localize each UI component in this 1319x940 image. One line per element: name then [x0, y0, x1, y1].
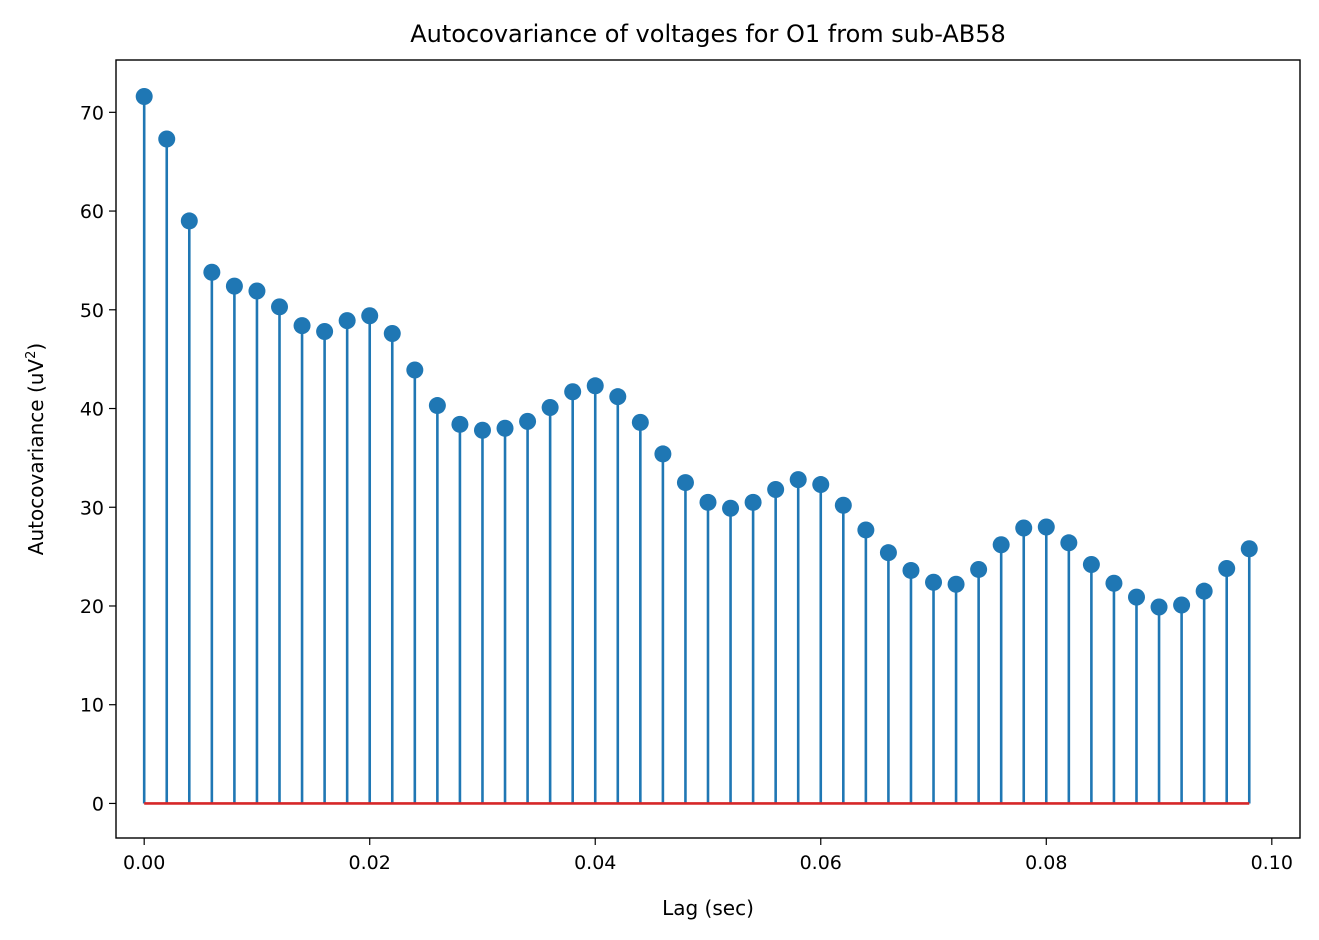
stem-marker: [857, 521, 875, 539]
stem-marker: [158, 130, 176, 148]
x-tick-label: 0.06: [800, 852, 842, 874]
stem-marker: [1105, 574, 1123, 592]
stem-marker: [293, 317, 311, 335]
stem-marker: [496, 419, 514, 437]
stem-marker: [812, 476, 830, 494]
stem-marker: [180, 212, 198, 230]
stem-marker: [654, 445, 672, 463]
y-tick-label: 50: [80, 300, 104, 322]
x-tick-label: 0.10: [1251, 852, 1293, 874]
stem-marker: [676, 474, 694, 492]
y-axis: 0 10 20 30 40 50 60 70: [80, 102, 116, 815]
x-tick-label: 0.04: [574, 852, 616, 874]
stem-marks: [135, 88, 1258, 805]
stem-marker: [879, 544, 897, 562]
stem-marker: [406, 361, 424, 379]
stem-marker: [519, 412, 537, 430]
y-tick-label: 10: [80, 695, 104, 717]
stem-marker: [316, 323, 334, 341]
x-axis: 0.00 0.02 0.04 0.06 0.08 0.10: [123, 838, 1293, 874]
stem-marker: [699, 493, 717, 511]
stem-marker: [564, 383, 582, 401]
y-tick-label: 70: [80, 102, 104, 124]
stem-marker: [970, 560, 988, 578]
stem-marker: [383, 324, 401, 342]
stem-marker: [767, 480, 785, 498]
stem-marker: [428, 397, 446, 415]
stem-marker: [541, 399, 559, 417]
stem-marker: [1240, 540, 1258, 558]
x-axis-title: Lag (sec): [662, 896, 754, 920]
stem-marker: [1060, 534, 1078, 552]
stem-marker: [1015, 519, 1033, 537]
x-tick-label: 0.08: [1025, 852, 1067, 874]
stem-marker: [834, 496, 852, 514]
stem-marker: [1127, 588, 1145, 606]
x-tick-label: 0.00: [123, 852, 165, 874]
stem-marker: [338, 312, 356, 330]
stem-marker: [1195, 582, 1213, 600]
stem-marker: [225, 277, 243, 295]
plot-area-frame: [115, 59, 1301, 839]
stem-marker: [789, 471, 807, 489]
stem-marker: [1037, 518, 1055, 536]
stem-marker: [135, 88, 153, 106]
stem-marker: [631, 413, 649, 431]
y-tick-label: 0: [92, 793, 104, 815]
stem-marker: [361, 307, 379, 325]
stem-marker: [947, 575, 965, 593]
stem-marker: [451, 415, 469, 433]
y-tick-label: 40: [80, 399, 104, 421]
y-tick-label: 30: [80, 497, 104, 519]
stem-marker: [203, 263, 221, 281]
stem-marker: [271, 298, 289, 316]
stem-marker: [722, 499, 740, 517]
stem-marker: [925, 573, 943, 591]
stem-marker: [1082, 556, 1100, 574]
stem-marker: [992, 536, 1010, 554]
y-axis-title-superscript: 2: [24, 351, 39, 359]
stem-marker: [1173, 596, 1191, 614]
stem-marker: [1218, 559, 1236, 577]
y-axis-title-end: ): [24, 343, 48, 351]
y-tick-label: 60: [80, 201, 104, 223]
stem-marker: [1150, 598, 1168, 616]
y-tick-label: 20: [80, 596, 104, 618]
stem-marker: [609, 388, 627, 406]
stem-marker: [902, 561, 920, 579]
chart-title: Autocovariance of voltages for O1 from s…: [410, 20, 1006, 48]
x-tick-label: 0.02: [349, 852, 391, 874]
stem-marker: [473, 421, 491, 439]
y-axis-title-main: Autocovariance (uV: [24, 359, 48, 556]
stem-marker: [248, 282, 266, 300]
y-axis-title: Autocovariance (uV2): [24, 343, 48, 555]
stem-marker: [744, 493, 762, 511]
stem-marker: [586, 377, 604, 395]
